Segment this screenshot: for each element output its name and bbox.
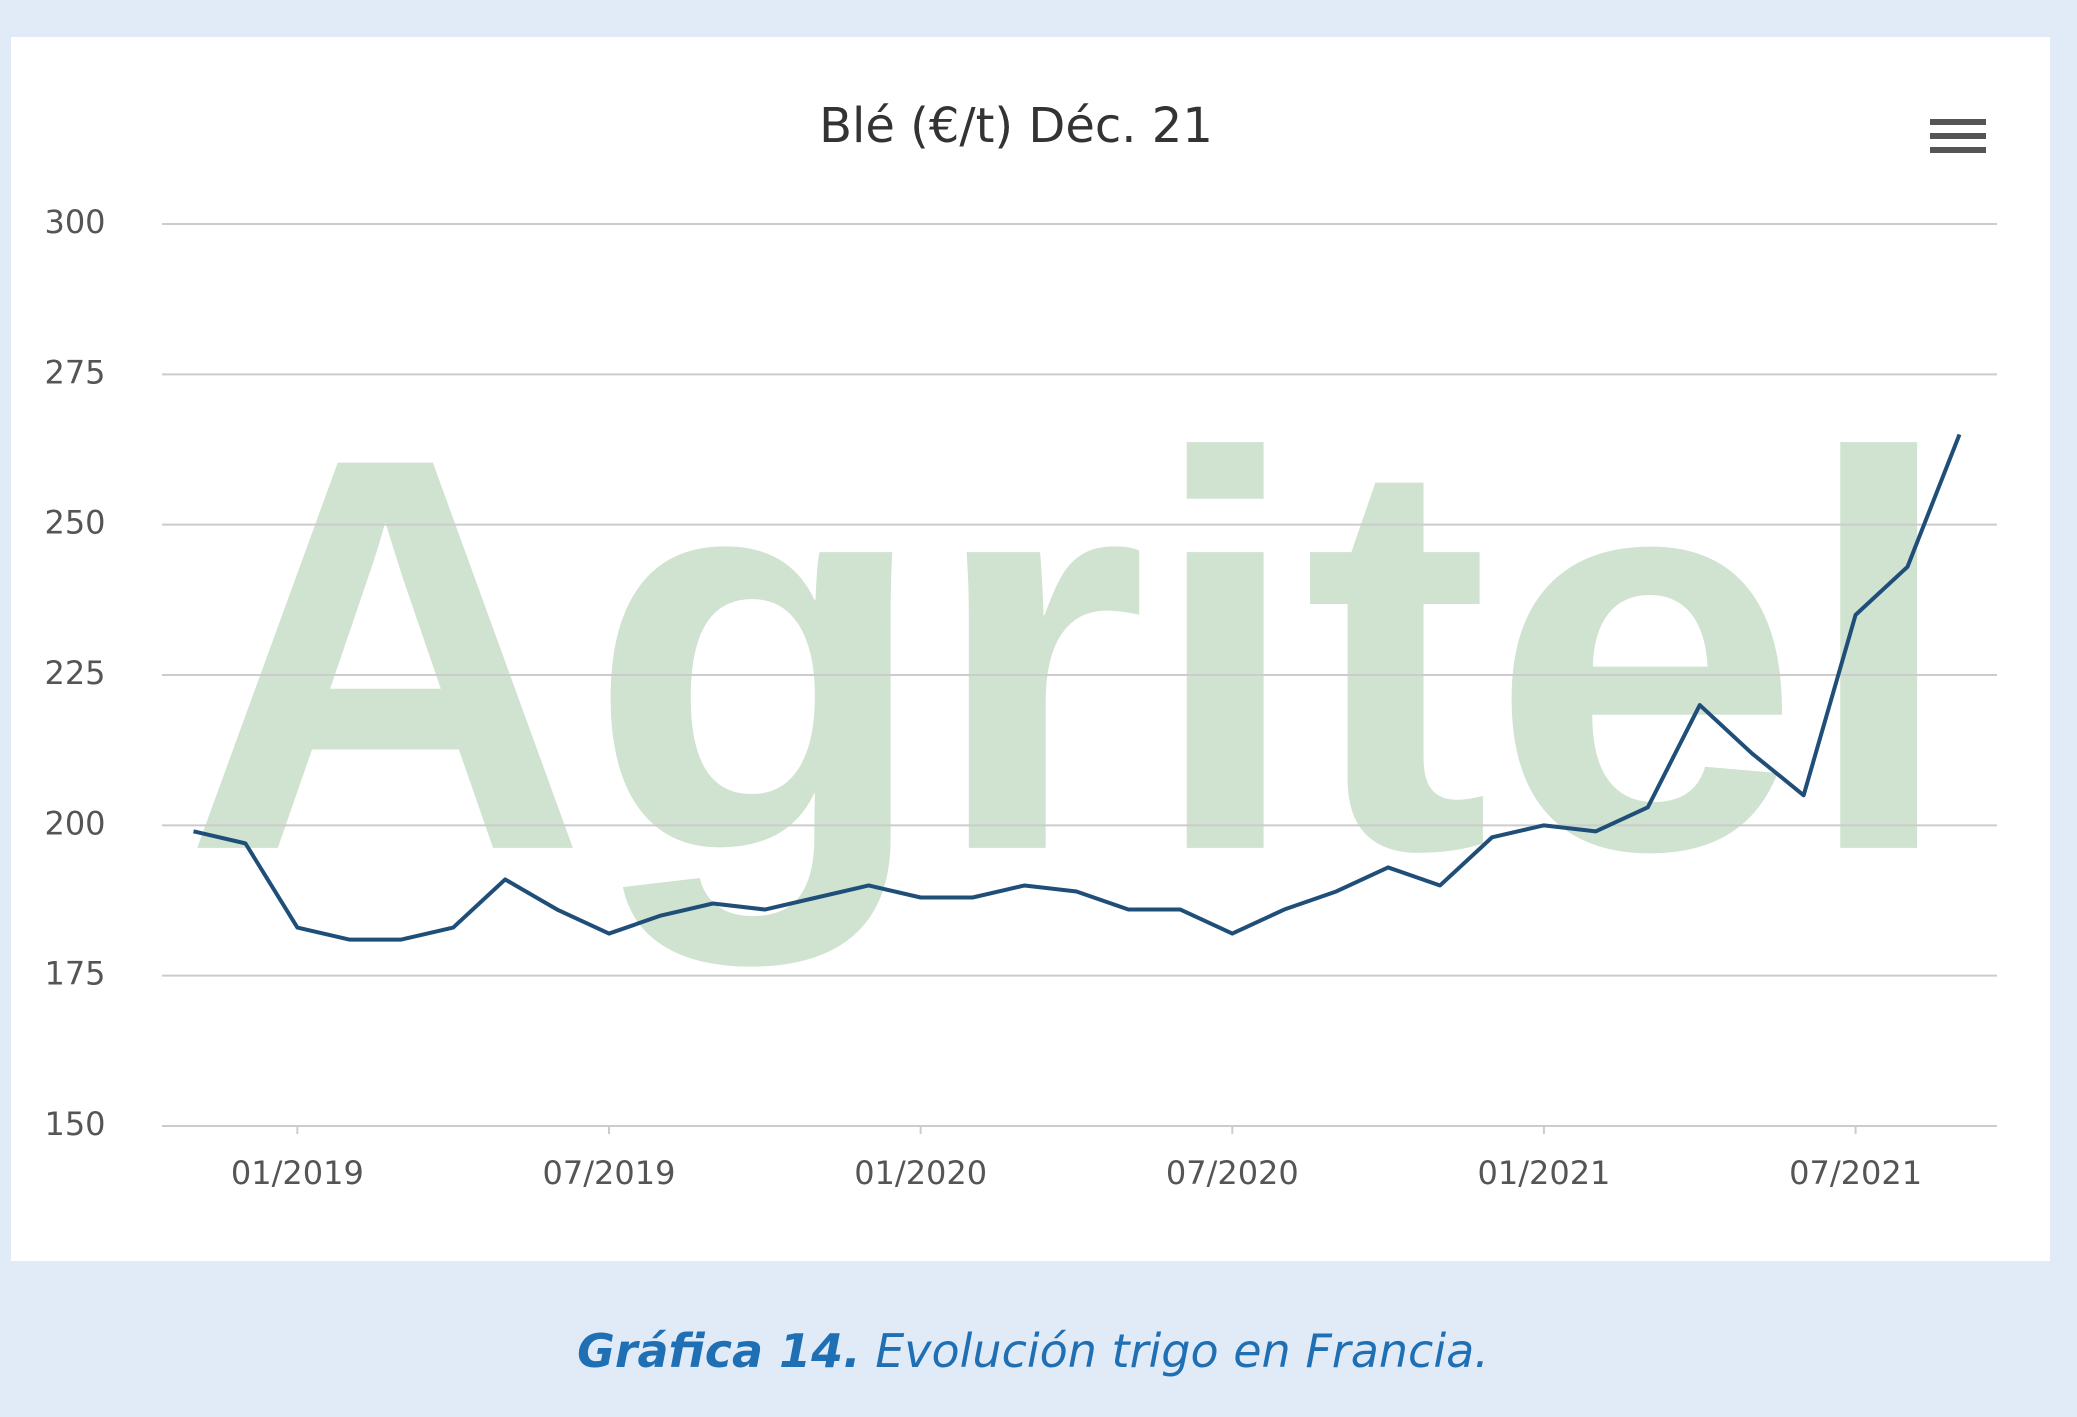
y-tick-label: 250 (44, 504, 105, 542)
menu-icon[interactable] (1930, 119, 1986, 153)
data-line (193, 433, 1962, 942)
y-tick-label: 200 (44, 804, 105, 842)
x-tick-label: 07/2020 (1166, 1154, 1299, 1192)
x-tick-label: 01/2020 (854, 1154, 987, 1192)
x-tick-label: 07/2021 (1789, 1154, 1922, 1192)
x-tick-label: 01/2021 (1477, 1154, 1610, 1192)
caption: Gráfica 14. Evolución trigo en Francia. (577, 1324, 1489, 1378)
y-tick-label: 300 (44, 203, 105, 241)
x-tick-label: 07/2019 (543, 1154, 676, 1192)
caption-label: Gráfica 14. (577, 1324, 861, 1378)
y-tick-label: 175 (44, 955, 105, 993)
y-tick-label: 150 (44, 1105, 105, 1143)
chart-title: Blé (€/t) Déc. 21 (819, 98, 1213, 154)
x-tick-label: 01/2019 (231, 1154, 364, 1192)
chart-panel (11, 37, 2050, 1261)
y-tick-label: 225 (44, 654, 105, 692)
y-tick-label: 275 (44, 353, 105, 391)
watermark: Agritel (183, 341, 1957, 971)
caption-text: Evolución trigo en Francia. (875, 1324, 1489, 1378)
